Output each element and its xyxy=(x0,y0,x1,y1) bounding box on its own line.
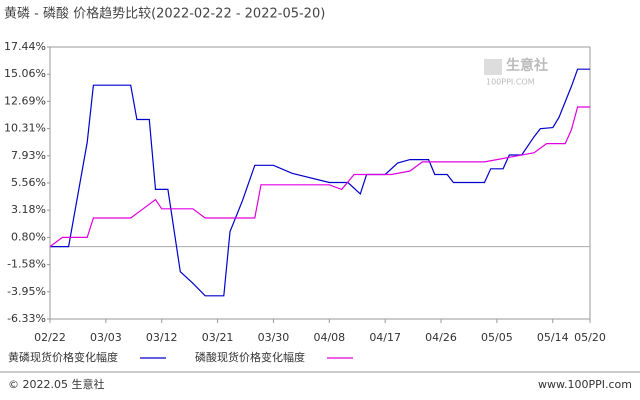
footer-left: © 2022.05 生意社 xyxy=(8,377,104,391)
y-tick-label: 17.44% xyxy=(4,40,46,53)
x-tick-label: 03/30 xyxy=(258,331,290,344)
x-tick-label: 03/21 xyxy=(202,331,234,344)
y-tick-label: -3.95% xyxy=(7,285,46,298)
y-tick-label: 10.31% xyxy=(4,122,46,135)
x-tick-label: 05/20 xyxy=(574,331,606,344)
watermark-sub: 100PPI.COM xyxy=(486,78,535,87)
x-tick-label: 04/08 xyxy=(313,331,345,344)
x-tick-label: 05/14 xyxy=(537,331,569,344)
x-tick-label: 04/26 xyxy=(425,331,457,344)
x-tick-label: 03/12 xyxy=(146,331,178,344)
y-tick-label: 7.93% xyxy=(11,149,46,162)
y-tick-label: 0.80% xyxy=(11,230,46,243)
watermark-icon xyxy=(484,59,502,75)
watermark: 生意社 xyxy=(506,57,548,74)
y-tick-label: 15.06% xyxy=(4,67,46,80)
y-tick-label: 5.56% xyxy=(11,176,46,189)
y-tick-label: -1.58% xyxy=(7,258,46,271)
y-tick-label: 12.69% xyxy=(4,94,46,107)
series-line xyxy=(50,68,590,297)
footer-right: www.100PPI.com xyxy=(538,378,632,391)
x-tick-label: 05/05 xyxy=(481,331,513,344)
legend-label: 磷酸现货价格变化幅度 xyxy=(195,350,305,364)
series-line xyxy=(49,106,590,248)
x-tick-label: 02/22 xyxy=(34,331,66,344)
y-tick-label: 3.18% xyxy=(11,203,46,216)
legend-label: 黄磷现货价格变化幅度 xyxy=(8,350,118,364)
x-tick-label: 03/03 xyxy=(90,331,122,344)
chart-title: 黄磷 - 磷酸 价格趋势比较(2022-02-22 - 2022-05-20) xyxy=(4,6,325,22)
x-tick-label: 04/17 xyxy=(369,331,401,344)
y-tick-label: -6.33% xyxy=(7,312,46,325)
